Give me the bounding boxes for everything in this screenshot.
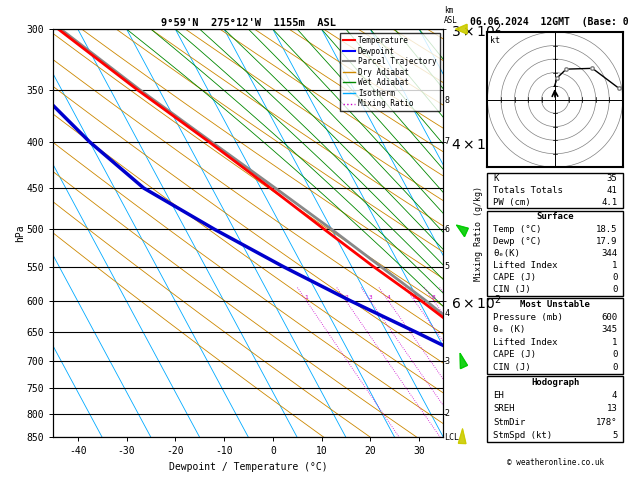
Polygon shape	[460, 353, 467, 369]
Text: 06.06.2024  12GMT  (Base: 06): 06.06.2024 12GMT (Base: 06)	[470, 17, 629, 27]
Text: 6: 6	[413, 295, 416, 300]
Text: km
ASL: km ASL	[444, 6, 458, 25]
Text: CIN (J): CIN (J)	[493, 363, 530, 372]
Text: 1: 1	[612, 338, 617, 347]
Text: SREH: SREH	[493, 404, 515, 414]
Text: 5: 5	[612, 431, 617, 440]
Legend: Temperature, Dewpoint, Parcel Trajectory, Dry Adiabat, Wet Adiabat, Isotherm, Mi: Temperature, Dewpoint, Parcel Trajectory…	[340, 33, 440, 111]
Text: 3: 3	[444, 357, 449, 366]
Text: kt: kt	[490, 36, 500, 45]
X-axis label: Dewpoint / Temperature (°C): Dewpoint / Temperature (°C)	[169, 462, 328, 472]
Y-axis label: hPa: hPa	[16, 225, 25, 242]
Polygon shape	[457, 225, 468, 237]
Text: θₑ(K): θₑ(K)	[493, 249, 520, 258]
Text: 4: 4	[386, 295, 390, 300]
Text: 2: 2	[444, 409, 449, 418]
Text: 7: 7	[444, 138, 449, 146]
Text: 5: 5	[444, 262, 449, 271]
Text: 345: 345	[601, 325, 617, 334]
Text: CAPE (J): CAPE (J)	[493, 350, 536, 360]
Text: Pressure (mb): Pressure (mb)	[493, 312, 563, 322]
Text: 1: 1	[612, 261, 617, 270]
Text: 178°: 178°	[596, 417, 617, 427]
Text: 17.9: 17.9	[596, 237, 617, 246]
Text: Lifted Index: Lifted Index	[493, 338, 557, 347]
Text: 4: 4	[444, 309, 449, 318]
Text: Totals Totals: Totals Totals	[493, 186, 563, 195]
Text: 18.5: 18.5	[596, 225, 617, 234]
Text: Lifted Index: Lifted Index	[493, 261, 557, 270]
Text: Dewp (°C): Dewp (°C)	[493, 237, 542, 246]
Text: Surface: Surface	[537, 212, 574, 222]
Text: 8: 8	[432, 295, 436, 300]
Text: 2: 2	[344, 295, 348, 300]
Text: PW (cm): PW (cm)	[493, 198, 530, 207]
Text: Temp (°C): Temp (°C)	[493, 225, 542, 234]
Text: K: K	[493, 174, 498, 183]
Text: Mixing Ratio (g/kg): Mixing Ratio (g/kg)	[474, 186, 482, 281]
Text: 35: 35	[606, 174, 617, 183]
Text: 4.1: 4.1	[601, 198, 617, 207]
Text: CIN (J): CIN (J)	[493, 285, 530, 295]
Polygon shape	[459, 429, 466, 444]
Text: EH: EH	[493, 391, 504, 400]
Text: 0: 0	[612, 285, 617, 295]
Text: Most Unstable: Most Unstable	[520, 300, 590, 309]
Polygon shape	[455, 24, 467, 34]
Text: CAPE (J): CAPE (J)	[493, 273, 536, 282]
Text: 6: 6	[444, 225, 449, 234]
Text: 13: 13	[606, 404, 617, 414]
Text: 0: 0	[612, 273, 617, 282]
Title: 9°59'N  275°12'W  1155m  ASL: 9°59'N 275°12'W 1155m ASL	[161, 18, 336, 28]
Text: 8: 8	[444, 96, 449, 105]
Text: LCL: LCL	[444, 433, 459, 442]
Text: © weatheronline.co.uk: © weatheronline.co.uk	[506, 457, 604, 467]
Text: 4: 4	[612, 391, 617, 400]
Text: 1: 1	[304, 295, 308, 300]
Text: θₑ (K): θₑ (K)	[493, 325, 525, 334]
Text: StmDir: StmDir	[493, 417, 525, 427]
Text: 0: 0	[612, 363, 617, 372]
Text: 3: 3	[369, 295, 372, 300]
Text: Hodograph: Hodograph	[531, 378, 579, 387]
Text: 344: 344	[601, 249, 617, 258]
Text: 0: 0	[612, 350, 617, 360]
Text: 600: 600	[601, 312, 617, 322]
Text: StmSpd (kt): StmSpd (kt)	[493, 431, 552, 440]
Text: 41: 41	[606, 186, 617, 195]
